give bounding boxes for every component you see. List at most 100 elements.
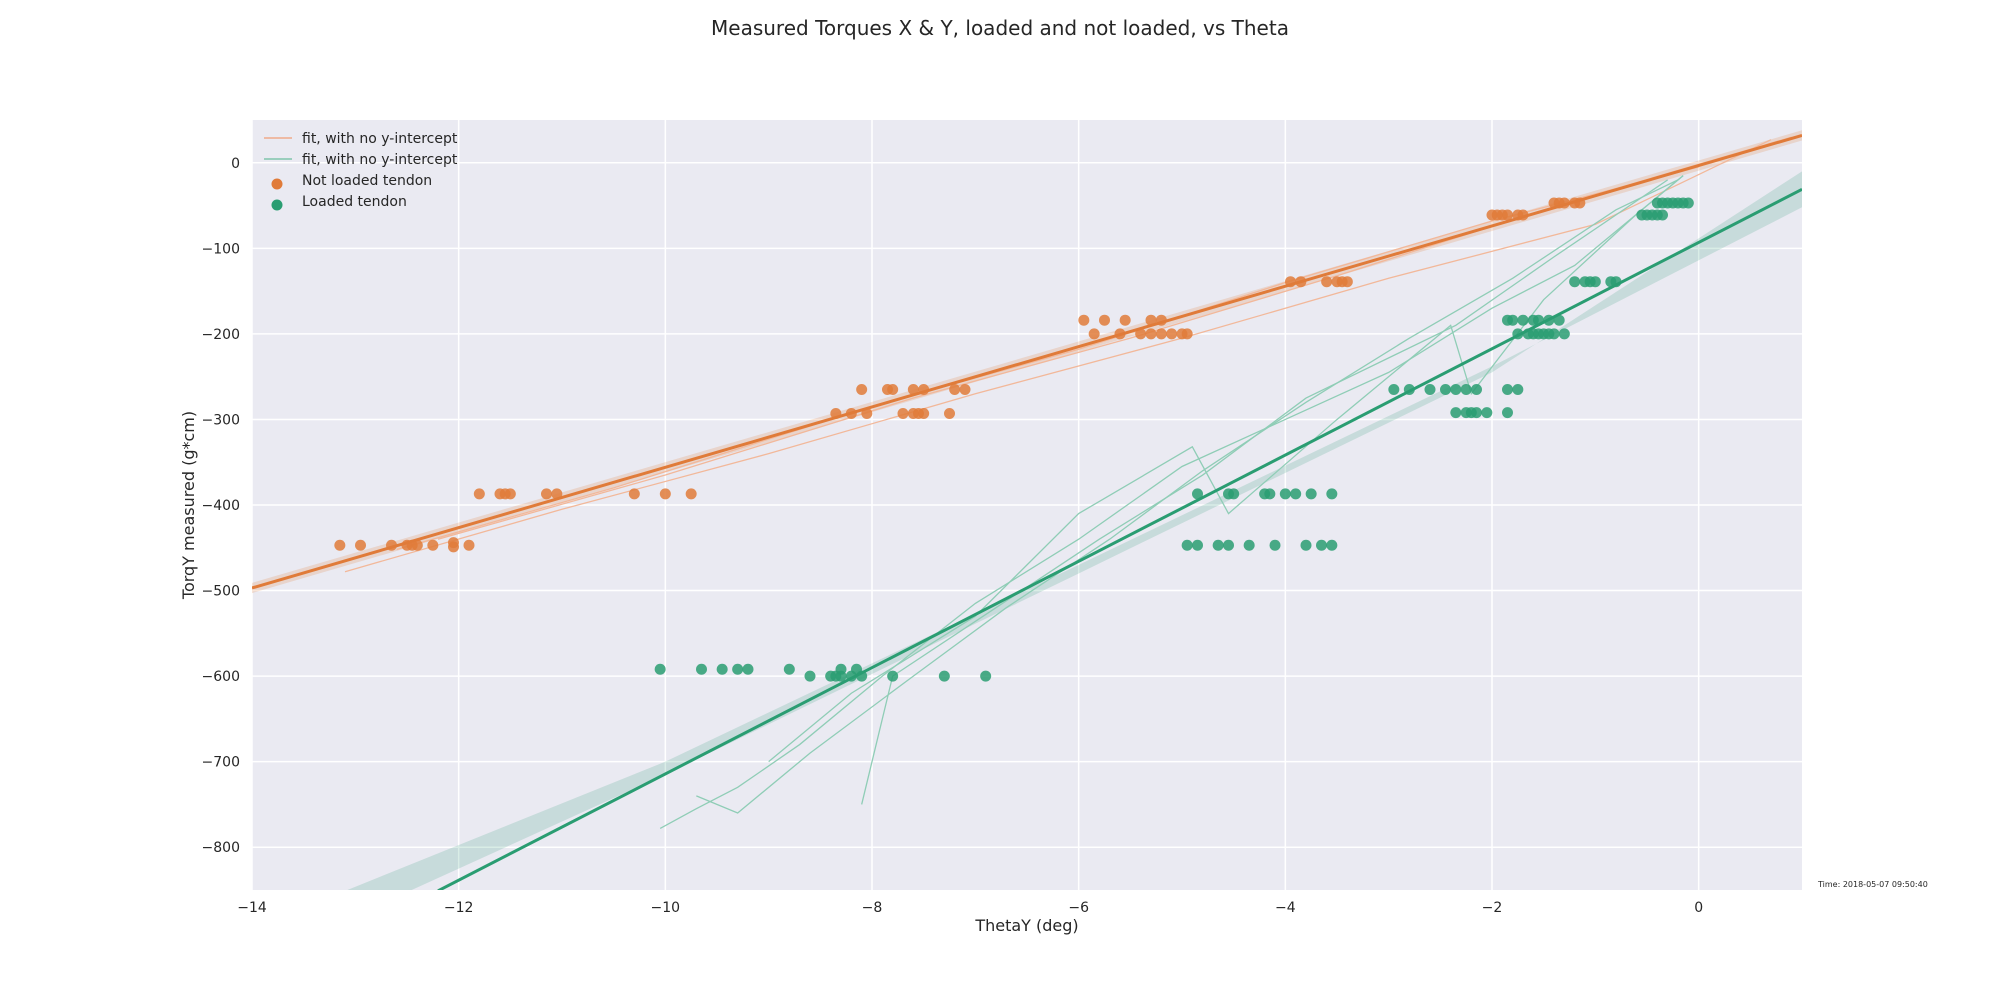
data-point	[1471, 407, 1482, 418]
data-point	[427, 540, 438, 551]
x-tick-label: −6	[1068, 900, 1089, 916]
data-point	[660, 488, 671, 499]
x-tick-label: −2	[1482, 900, 1503, 916]
y-tick-label: −200	[202, 327, 240, 343]
chart-title: Measured Torques X & Y, loaded and not l…	[711, 16, 1289, 40]
data-point	[1326, 488, 1337, 499]
data-point	[944, 408, 955, 419]
data-point	[1306, 488, 1317, 499]
x-tick-label: −14	[237, 900, 267, 916]
data-point	[1078, 315, 1089, 326]
data-point	[1316, 540, 1327, 551]
y-axis-ticks: 0 −100 −200 −300 −400 −500 −600 −700 −800	[202, 156, 240, 856]
data-point	[474, 488, 485, 499]
data-point	[1590, 276, 1601, 287]
legend-swatch	[272, 200, 283, 211]
data-point	[1326, 540, 1337, 551]
data-point	[1223, 540, 1234, 551]
data-point	[1657, 209, 1668, 220]
y-tick-label: −800	[202, 840, 240, 856]
data-point	[1342, 276, 1353, 287]
data-point	[1270, 540, 1281, 551]
x-tick-label: −10	[651, 900, 681, 916]
data-point	[1244, 540, 1255, 551]
legend-label: fit, with no y-intercept	[302, 152, 458, 168]
data-point	[784, 664, 795, 675]
data-point	[464, 540, 475, 551]
data-point	[1502, 407, 1513, 418]
data-point	[1471, 384, 1482, 395]
y-tick-label: −600	[202, 669, 240, 685]
data-point	[1182, 328, 1193, 339]
data-point	[717, 664, 728, 675]
data-point	[1290, 488, 1301, 499]
data-point	[1146, 328, 1157, 339]
legend-label: fit, with no y-intercept	[302, 131, 458, 147]
data-point	[1440, 384, 1451, 395]
data-point	[1683, 197, 1694, 208]
data-point	[1301, 540, 1312, 551]
data-point	[1089, 328, 1100, 339]
x-tick-label: −12	[444, 900, 474, 916]
data-point	[541, 488, 552, 499]
data-point	[334, 540, 345, 551]
legend-label: Loaded tendon	[302, 194, 407, 210]
data-point	[1213, 540, 1224, 551]
data-point	[1388, 384, 1399, 395]
x-tick-label: −4	[1275, 900, 1296, 916]
y-axis-label: TorqY measured (g*cm)	[179, 411, 198, 600]
y-tick-label: −500	[202, 584, 240, 600]
y-tick-label: 0	[231, 156, 240, 172]
y-tick-label: −300	[202, 412, 240, 428]
data-point	[918, 408, 929, 419]
data-point	[949, 384, 960, 395]
data-point	[1156, 328, 1167, 339]
data-point	[505, 488, 516, 499]
y-tick-label: −100	[202, 241, 240, 257]
data-point	[355, 540, 366, 551]
data-point	[960, 384, 971, 395]
data-point	[696, 664, 707, 675]
x-axis-ticks: −14 −12 −10 −8 −6 −4 −2 0	[237, 900, 1703, 916]
data-point	[887, 384, 898, 395]
data-point	[805, 671, 816, 682]
data-point	[655, 664, 666, 675]
x-axis-label: ThetaY (deg)	[974, 916, 1078, 935]
data-point	[1120, 315, 1131, 326]
data-point	[1321, 276, 1332, 287]
data-point	[1481, 407, 1492, 418]
data-point	[1450, 384, 1461, 395]
data-point	[1569, 276, 1580, 287]
data-point	[1450, 407, 1461, 418]
legend-label: Not loaded tendon	[302, 173, 432, 189]
data-point	[1518, 315, 1529, 326]
data-point	[980, 671, 991, 682]
data-point	[1182, 540, 1193, 551]
data-point	[1166, 328, 1177, 339]
x-tick-label: 0	[1694, 900, 1703, 916]
data-point	[1264, 488, 1275, 499]
data-point	[1099, 315, 1110, 326]
data-point	[898, 408, 909, 419]
data-point	[1502, 384, 1513, 395]
data-point	[732, 664, 743, 675]
y-tick-label: −700	[202, 755, 240, 771]
data-point	[686, 488, 697, 499]
y-tick-label: −400	[202, 498, 240, 514]
data-point	[448, 537, 459, 548]
data-point	[887, 671, 898, 682]
data-point	[1507, 315, 1518, 326]
timestamp: Time: 2018-05-07 09:50:40	[1817, 880, 1928, 889]
x-tick-label: −8	[862, 900, 883, 916]
data-point	[856, 384, 867, 395]
data-point	[1549, 328, 1560, 339]
data-point	[629, 488, 640, 499]
data-point	[743, 664, 754, 675]
data-point	[1228, 488, 1239, 499]
legend-swatch	[272, 179, 283, 190]
data-point	[1461, 384, 1472, 395]
data-point	[939, 671, 950, 682]
data-point	[1192, 540, 1203, 551]
data-point	[1425, 384, 1436, 395]
